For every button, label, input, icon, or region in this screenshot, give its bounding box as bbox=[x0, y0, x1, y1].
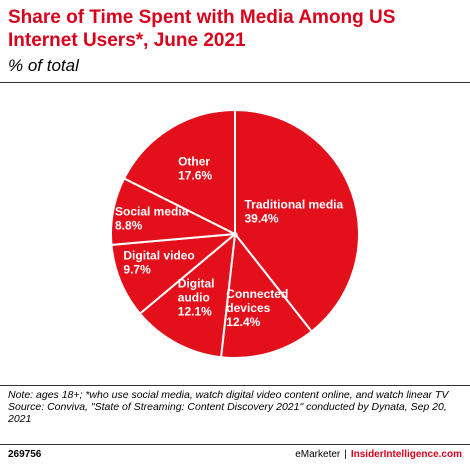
chart-id: 269756 bbox=[8, 449, 42, 460]
pie-slice-digital-video bbox=[110, 232, 239, 316]
pie-slice-traditional-media bbox=[234, 108, 360, 333]
top-divider bbox=[0, 82, 470, 83]
brand-emarketer: eMarketer bbox=[295, 449, 341, 460]
bottom-divider bbox=[0, 385, 470, 386]
slice-label-other: Other 17.6% bbox=[178, 155, 212, 183]
slice-label-digital-video: Digital video 9.7% bbox=[123, 249, 194, 277]
note-text: Note: ages 18+; *who use social media, w… bbox=[8, 389, 449, 401]
brand-separator: | bbox=[344, 449, 347, 460]
footer-divider bbox=[0, 444, 470, 445]
slice-label-social-media: Social media 8.8% bbox=[115, 205, 189, 233]
slice-label-digital-audio: Digital audio 12.1% bbox=[178, 276, 215, 318]
pie-slice-digital-audio bbox=[138, 231, 237, 359]
chart-title: Share of Time Spent with Media Among US … bbox=[8, 7, 396, 51]
pie-labels: Traditional media 39.4% Connected devices 12… bbox=[115, 155, 344, 329]
pie-slice-other bbox=[122, 108, 236, 236]
brand-insiderintelligence: InsiderIntelligence.com bbox=[350, 449, 462, 460]
notes-block: Note: ages 18+; *who use social media, w… bbox=[8, 389, 463, 425]
slice-label-connected-devices: Connected devices 12.4% bbox=[226, 287, 288, 329]
pie-slices bbox=[110, 108, 360, 359]
pie-slice-connected-devices bbox=[219, 231, 314, 359]
pie-chart: Traditional media 39.4% Connected devices 12… bbox=[110, 108, 360, 359]
brand-footer: eMarketer | InsiderIntelligence.com bbox=[295, 449, 462, 460]
slice-label-traditional-media: Traditional media 39.4% bbox=[245, 197, 344, 225]
chart-subtitle: % of total bbox=[8, 56, 79, 75]
source-text: Source: Conviva, "State of Streaming: Co… bbox=[8, 401, 447, 425]
